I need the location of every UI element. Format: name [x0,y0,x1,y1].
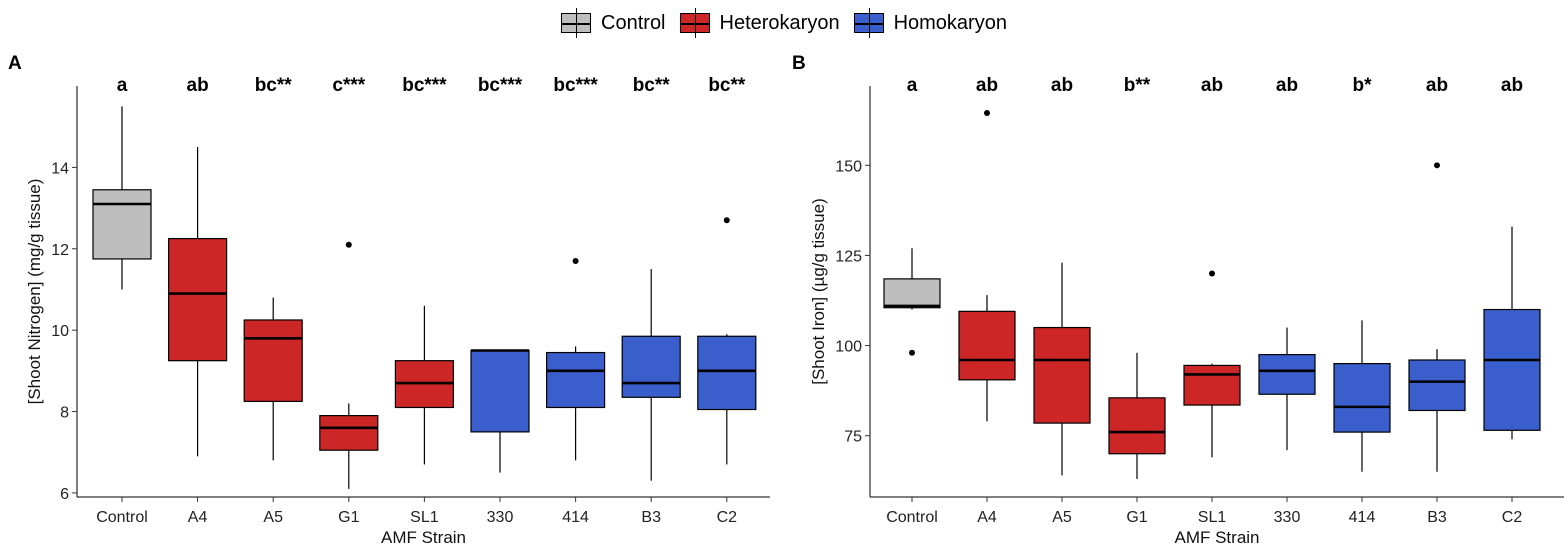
box [1483,308,1541,431]
significance-label: a [907,75,918,96]
x-tick-label: 414 [562,509,589,526]
outlier-point [909,349,915,356]
outlier-point [345,241,352,248]
box [958,310,1016,381]
box [545,351,606,409]
significance-label: ab [976,75,998,96]
box [697,335,757,411]
significance-label: b* [1353,75,1373,96]
legend-key-heterokaryon [679,8,710,38]
chart-nitrogen: A 6 8 10 12 14 [Shoot Nitrogen] (mg/g tissue) A… [8,53,770,547]
y-axis-label: [Shoot Iron] (µg/g tissue) [809,198,828,385]
box [470,349,530,433]
x-tick-label: SL1 [410,509,439,526]
legend-item-homokaryon: Homokaryon [853,8,1007,38]
x-tick-label: Control [96,509,148,526]
legend-key-homokaryon [853,8,884,38]
outlier-point [572,257,579,264]
box [243,319,303,402]
significance-label: bc*** [402,75,447,96]
outlier-point [1434,162,1440,169]
significance-label: ab [1201,75,1223,96]
y-tick-label: 14 [51,160,69,177]
significance-label: ab [1051,75,1073,96]
box [1258,353,1316,395]
outlier-point [723,217,730,224]
significance-label: bc*** [553,75,598,96]
y-axis-label: [Shoot Nitrogen] (mg/g tissue) [25,179,44,405]
box [92,189,152,260]
x-tick-label: 330 [487,509,514,526]
box [1333,363,1391,433]
outlier-point [984,110,990,117]
box [883,278,941,309]
x-axis-label: AMF Strain [381,528,466,547]
box [1108,397,1166,455]
significance-label: b** [1124,75,1151,96]
x-tick-label: G1 [1126,509,1147,526]
x-tick-label: A5 [1052,509,1072,526]
x-tick-label: A4 [188,509,208,526]
legend: Control Heterokaryon Homokaryon [0,6,1568,40]
x-tick-label: A4 [977,509,997,526]
x-tick-label: A5 [263,509,283,526]
significance-label: bc** [708,75,746,96]
panel-label: B [792,53,806,74]
significance-label: bc** [255,75,293,96]
y-tick-label: 125 [835,248,862,265]
significance-label: ab [1276,75,1298,96]
x-tick-label: 414 [1349,509,1376,526]
legend-item-control: Control [561,8,666,38]
y-tick-label: 75 [844,429,862,446]
outlier-point [1209,270,1215,277]
panel-label: A [8,53,22,74]
significance-label: c*** [332,75,365,96]
box [168,237,228,362]
x-tick-label: G1 [338,509,359,526]
x-tick-label: 330 [1274,509,1301,526]
legend-item-heterokaryon: Heterokaryon [679,8,840,38]
y-tick-label: 6 [60,486,69,503]
significance-label: a [117,75,128,96]
significance-label: ab [1501,75,1523,96]
x-tick-label: SL1 [1198,509,1227,526]
x-axis-label: AMF Strain [1174,528,1259,547]
significance-label: bc*** [478,75,523,96]
box [319,415,379,451]
significance-label: ab [1426,75,1448,96]
legend-label-heterokaryon: Heterokaryon [719,11,840,34]
legend-label-control: Control [601,11,666,34]
x-tick-label: C2 [717,509,738,526]
chart-iron: B 75 100 125 150 [Shoot Iron] (µg/g tissue) AM… [792,53,1564,547]
box [1408,359,1466,412]
legend-key-control [561,8,592,38]
significance-label: ab [187,75,209,96]
legend-label-homokaryon: Homokaryon [893,11,1007,34]
significance-label: bc** [633,75,671,96]
y-tick-label: 150 [835,158,862,175]
x-tick-label: C2 [1502,509,1523,526]
x-tick-label: B3 [641,509,661,526]
y-tick-label: 10 [51,323,69,340]
x-tick-label: Control [886,509,938,526]
y-tick-label: 8 [60,405,69,422]
box [1183,364,1241,406]
box [621,335,681,398]
x-tick-label: B3 [1427,509,1447,526]
y-tick-label: 100 [835,339,862,356]
box [1033,326,1091,424]
y-tick-label: 12 [51,242,69,259]
